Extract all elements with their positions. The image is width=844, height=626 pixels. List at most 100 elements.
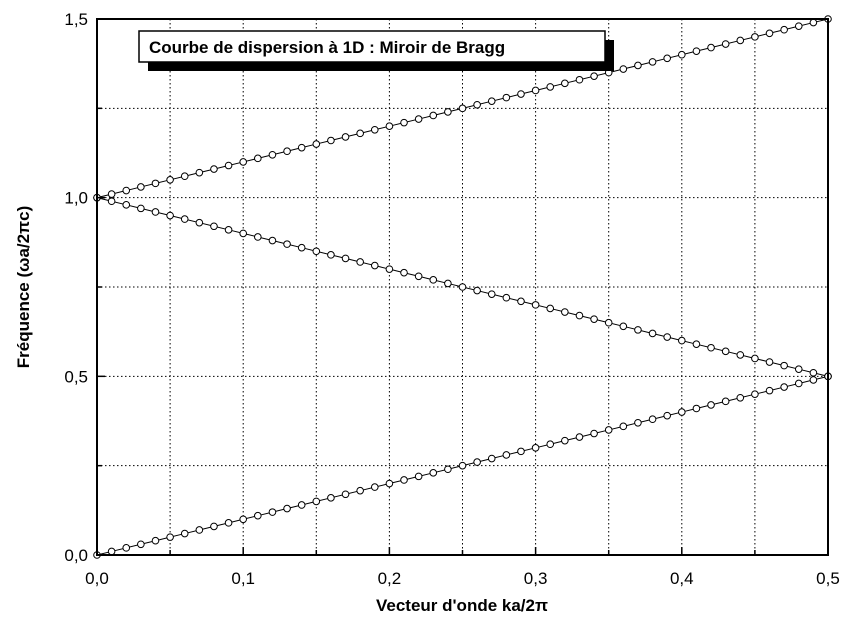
data-point xyxy=(736,36,745,45)
data-point xyxy=(107,190,116,198)
data-point xyxy=(254,511,262,520)
data-point xyxy=(765,358,774,366)
data-point xyxy=(195,168,204,177)
data-point xyxy=(180,215,189,223)
data-point xyxy=(736,351,745,359)
data-point xyxy=(166,211,174,220)
data-point xyxy=(429,111,438,120)
data-point xyxy=(151,536,160,545)
data-point xyxy=(356,129,364,138)
data-point xyxy=(370,261,379,270)
data-point xyxy=(239,229,247,238)
data-point xyxy=(487,97,496,105)
data-point xyxy=(283,240,291,248)
data-point xyxy=(210,222,218,231)
data-point xyxy=(458,461,467,470)
y-tick-label: 1,5 xyxy=(64,10,88,29)
data-point xyxy=(634,326,642,334)
data-point xyxy=(765,386,774,395)
data-point xyxy=(619,65,628,73)
data-point xyxy=(297,143,306,152)
data-series xyxy=(93,15,832,559)
data-point xyxy=(794,379,803,388)
data-point xyxy=(721,347,730,356)
data-point xyxy=(780,383,788,391)
tick-labels: 0,0 0,1 0,2 0,3 0,4 0,5 0,0 0,5 1,0 1,5 xyxy=(64,10,839,588)
data-point xyxy=(224,226,233,234)
data-point xyxy=(327,251,335,259)
data-point xyxy=(400,118,408,127)
y-tick-label: 1,0 xyxy=(64,189,88,208)
data-point xyxy=(546,440,555,449)
data-point xyxy=(663,54,671,63)
data-point xyxy=(224,161,233,170)
data-point xyxy=(561,436,569,445)
data-point xyxy=(385,265,394,273)
data-point xyxy=(575,433,584,441)
data-point xyxy=(122,186,131,195)
y-tick-label: 0,0 xyxy=(64,546,88,565)
data-point xyxy=(692,340,701,348)
data-point xyxy=(502,293,511,302)
data-point xyxy=(444,279,452,288)
data-point xyxy=(137,204,145,213)
data-point xyxy=(166,176,174,184)
chart-title: Courbe de dispersion à 1D : Miroir de Br… xyxy=(149,38,505,57)
data-point xyxy=(678,336,686,345)
data-point xyxy=(780,361,788,370)
data-point xyxy=(283,504,291,513)
data-point xyxy=(751,33,759,41)
data-point xyxy=(137,183,145,191)
data-point xyxy=(517,90,525,98)
data-point xyxy=(780,25,788,34)
data-point xyxy=(487,290,496,298)
data-point xyxy=(707,343,715,352)
data-point xyxy=(312,247,321,256)
data-point xyxy=(458,104,467,113)
data-point xyxy=(122,201,131,209)
data-point xyxy=(151,179,160,188)
data-point xyxy=(137,540,145,549)
data-point xyxy=(107,197,116,206)
data-point xyxy=(721,40,730,48)
data-point xyxy=(341,133,350,141)
data-point xyxy=(648,329,657,338)
data-point xyxy=(634,61,642,70)
data-point xyxy=(546,304,555,313)
data-point xyxy=(561,308,569,316)
data-point xyxy=(487,454,496,463)
data-point xyxy=(356,258,364,266)
data-point xyxy=(473,100,481,109)
data-point xyxy=(195,218,204,227)
data-point xyxy=(312,140,321,148)
data-point xyxy=(341,254,350,263)
data-point xyxy=(809,368,818,377)
data-point xyxy=(370,125,379,134)
data-point xyxy=(517,297,525,306)
data-point xyxy=(414,472,423,481)
data-point xyxy=(458,283,467,291)
data-point xyxy=(546,83,555,91)
data-point xyxy=(648,58,657,66)
data-point xyxy=(692,47,701,55)
y-tick-label: 0,5 xyxy=(64,367,88,386)
data-point xyxy=(751,390,759,399)
data-point xyxy=(531,301,540,309)
data-point xyxy=(195,526,204,534)
data-point xyxy=(707,43,715,52)
data-point xyxy=(254,154,262,163)
data-point xyxy=(429,276,438,284)
data-point xyxy=(400,268,408,277)
data-point xyxy=(268,150,277,159)
data-point xyxy=(151,208,160,216)
data-point xyxy=(327,136,335,145)
data-point xyxy=(414,115,423,123)
data-point xyxy=(634,418,642,427)
data-point xyxy=(400,476,408,484)
data-point xyxy=(224,519,233,527)
data-point xyxy=(751,354,759,363)
data-point xyxy=(444,465,452,474)
data-point xyxy=(239,158,247,166)
data-point xyxy=(809,376,818,384)
